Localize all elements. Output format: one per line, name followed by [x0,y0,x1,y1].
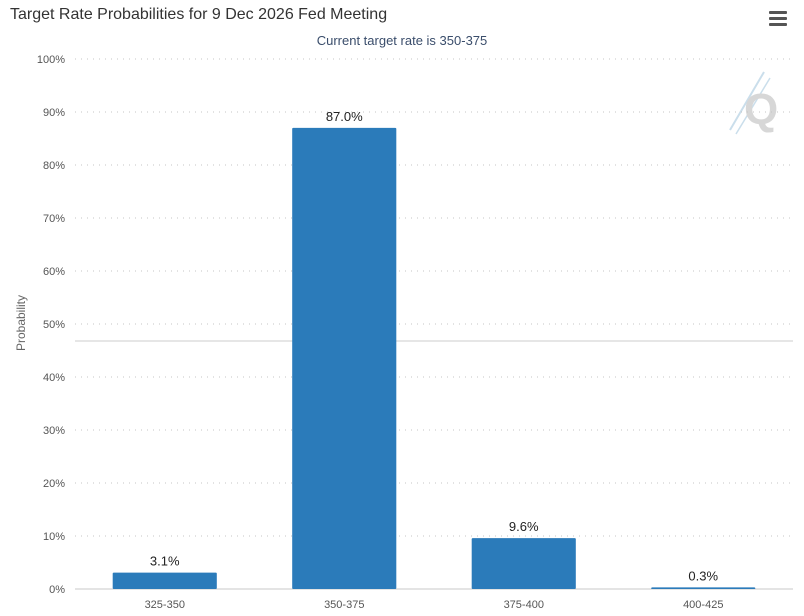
y-axis-ticks: 0% 10% 20% 30% 40% 50% 60% 70% 80% 90% 100% [37,54,65,596]
data-label: 9.6% [509,519,539,534]
bar-350-375[interactable] [292,127,397,590]
y-tick-label: 100% [37,54,65,66]
bar-325-350[interactable] [112,572,217,589]
chart-subtitle: Current target rate is 350-375 [316,33,488,48]
bars [112,127,756,590]
y-tick-label: 0% [49,584,65,596]
logo-letter: Q [744,85,778,134]
y-tick-label: 40% [43,372,65,384]
x-axis-ticks: 325-350 350-375 375-400 400-425 [145,599,724,611]
data-label: 87.0% [326,109,363,124]
hamburger-menu-icon[interactable] [768,10,788,28]
bar-375-400[interactable] [471,538,576,589]
x-tick-label: 350-375 [324,599,364,611]
y-tick-label: 10% [43,531,65,543]
y-tick-label: 80% [43,160,65,172]
y-tick-label: 90% [43,107,65,119]
data-labels: 3.1% 87.0% 9.6% 0.3% [150,109,719,584]
x-tick-label: 375-400 [504,599,544,611]
x-tick-label: 400-425 [683,599,723,611]
x-tick-label: 325-350 [145,599,185,611]
bar-400-425[interactable] [651,587,756,589]
grid-lines [75,58,793,537]
y-tick-label: 60% [43,266,65,278]
y-axis-label: Probability [14,295,28,351]
quikstrike-logo-icon: Q [729,71,778,135]
y-tick-label: 30% [43,425,65,437]
y-tick-label: 20% [43,478,65,490]
data-label: 3.1% [150,554,180,569]
data-label: 0.3% [688,568,718,583]
chart-title: Target Rate Probabilities for 9 Dec 2026… [10,6,388,23]
y-tick-label: 70% [43,213,65,225]
y-tick-label: 50% [43,319,65,331]
